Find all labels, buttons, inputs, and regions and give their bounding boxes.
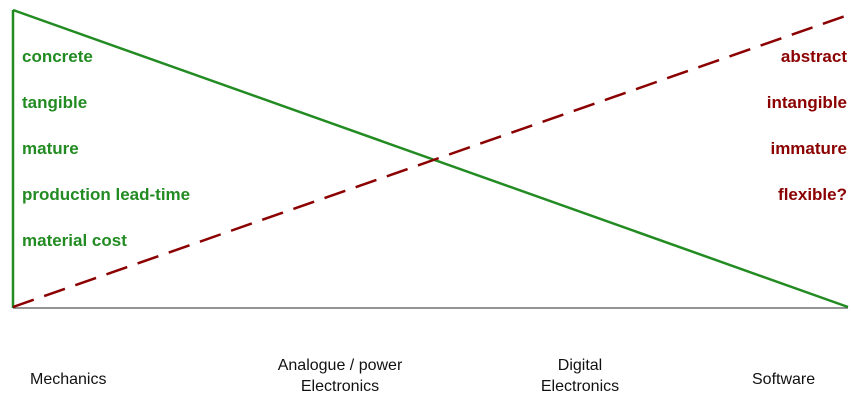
axis-label-mechanics: Mechanics xyxy=(30,371,107,388)
label-mature: mature xyxy=(22,139,79,158)
label-production-lead-time: production lead-time xyxy=(22,185,191,204)
axis-label-analogue-power-electronics: Analogue / power Electronics xyxy=(240,355,440,397)
label-immature: immature xyxy=(770,139,847,158)
axis-label-digital-line2: Electronics xyxy=(540,378,620,395)
label-abstract: abstract xyxy=(780,47,847,66)
axis-label-analogue-line1: Analogue / power xyxy=(277,357,403,374)
label-concrete: concrete xyxy=(22,47,93,66)
label-tangible: tangible xyxy=(22,93,88,112)
label-intangible: intangible xyxy=(766,93,847,112)
axis-label-software: Software xyxy=(752,371,816,388)
descending-green-line xyxy=(12,8,849,309)
axis-label-digital-electronics: Digital Electronics xyxy=(510,355,650,397)
axis-label-digital-line1: Digital xyxy=(557,357,603,374)
label-flexible: flexible? xyxy=(778,185,847,204)
ascending-dashed-red-line xyxy=(12,13,849,309)
label-material-cost: material cost xyxy=(22,231,127,250)
axis-label-analogue-line2: Electronics xyxy=(300,378,380,395)
